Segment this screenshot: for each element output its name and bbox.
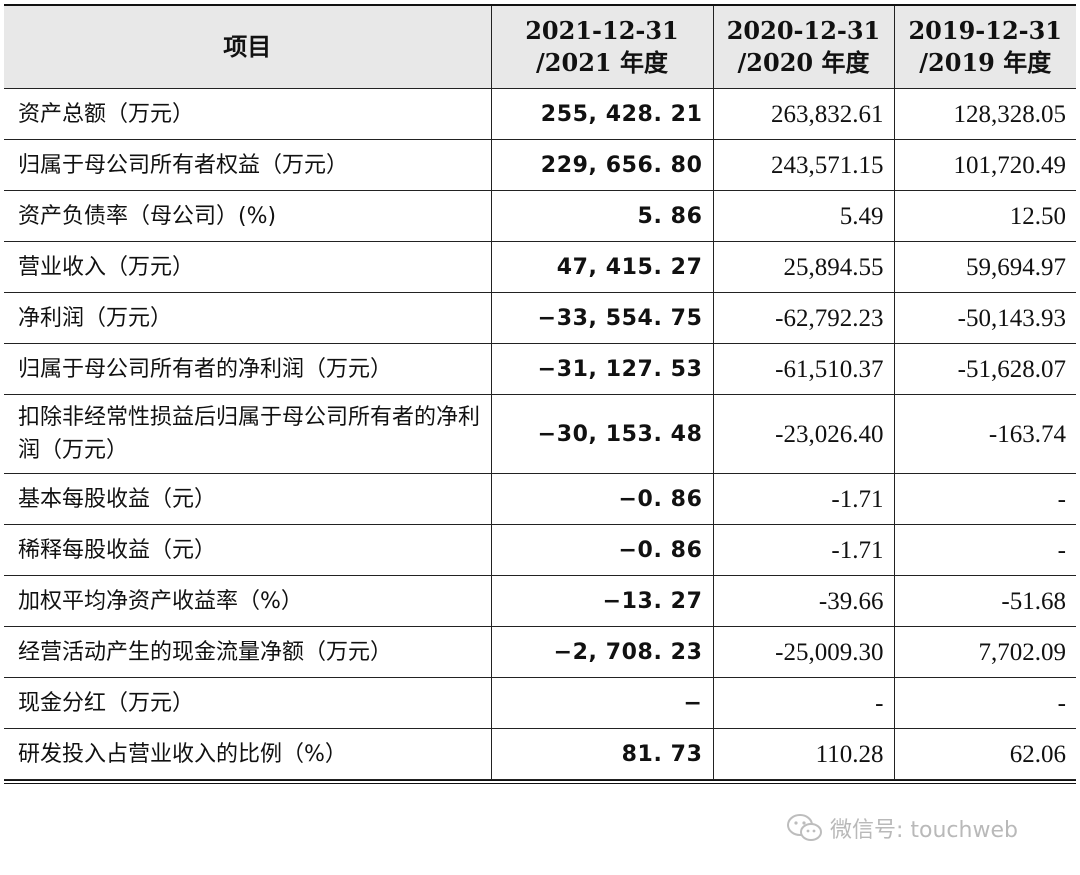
value-2019: -51.68 — [893, 575, 1076, 627]
table-row: 营业收入（万元） 47, 415. 27 25,894.55 59,694.97 — [4, 241, 1076, 293]
row-label: 净利润（万元） — [4, 292, 492, 344]
value-2019: - — [893, 524, 1076, 576]
table-row: 稀释每股收益（元） −0. 86 -1.71 - — [4, 524, 1076, 576]
value-2020: 263,832.61 — [712, 88, 895, 140]
value-2020: - — [712, 677, 895, 729]
value-2019: -51,628.07 — [893, 343, 1076, 395]
value-2019: -163.74 — [893, 394, 1076, 474]
value-2020: -23,026.40 — [712, 394, 895, 474]
value-2019: 62.06 — [893, 728, 1076, 780]
value-2020: -62,792.23 — [712, 292, 895, 344]
row-label: 资产总额（万元） — [4, 88, 492, 140]
row-label: 加权平均净资产收益率（%） — [4, 575, 492, 627]
wechat-watermark: 微信号: touchweb — [786, 810, 1018, 846]
table-row: 归属于母公司所有者的净利润（万元） −31, 127. 53 -61,510.3… — [4, 343, 1076, 395]
table-row: 净利润（万元） −33, 554. 75 -62,792.23 -50,143.… — [4, 292, 1076, 344]
value-2020: -61,510.37 — [712, 343, 895, 395]
value-2019: - — [893, 677, 1076, 729]
value-2019: 59,694.97 — [893, 241, 1076, 293]
value-2021: −13. 27 — [490, 575, 714, 627]
table-row: 归属于母公司所有者权益（万元） 229, 656. 80 243,571.15 … — [4, 139, 1076, 191]
value-2019: 101,720.49 — [893, 139, 1076, 191]
header-2021: 2021-12-31 /2021 年度 — [490, 6, 714, 89]
row-label: 经营活动产生的现金流量净额（万元） — [4, 626, 492, 678]
header-item: 项目 — [4, 6, 492, 89]
financial-data-table: 项目 2021-12-31 /2021 年度 2020-12-31 /2020 … — [4, 6, 1076, 780]
table-row: 现金分红（万元） − - - — [4, 677, 1076, 729]
table-header-row: 项目 2021-12-31 /2021 年度 2020-12-31 /2020 … — [4, 6, 1076, 89]
value-2019: 7,702.09 — [893, 626, 1076, 678]
financial-table-container: 项目 2021-12-31 /2021 年度 2020-12-31 /2020 … — [4, 4, 1076, 784]
row-label: 营业收入（万元） — [4, 241, 492, 293]
value-2021: 47, 415. 27 — [490, 241, 714, 293]
value-2019: -50,143.93 — [893, 292, 1076, 344]
value-2021: −0. 86 — [490, 524, 714, 576]
watermark-text: 微信号: touchweb — [830, 818, 1018, 843]
value-2020: 25,894.55 — [712, 241, 895, 293]
value-2021: −33, 554. 75 — [490, 292, 714, 344]
value-2021: −2, 708. 23 — [490, 626, 714, 678]
value-2020: -39.66 — [712, 575, 895, 627]
header-2020: 2020-12-31 /2020 年度 — [712, 6, 895, 89]
value-2021: 81. 73 — [490, 728, 714, 780]
row-label: 归属于母公司所有者的净利润（万元） — [4, 343, 492, 395]
value-2021: −31, 127. 53 — [490, 343, 714, 395]
value-2020: 243,571.15 — [712, 139, 895, 191]
value-2021: − — [490, 677, 714, 729]
table-row: 基本每股收益（元） −0. 86 -1.71 - — [4, 473, 1076, 525]
value-2019: 12.50 — [893, 190, 1076, 242]
table-row: 经营活动产生的现金流量净额（万元） −2, 708. 23 -25,009.30… — [4, 626, 1076, 678]
row-label: 基本每股收益（元） — [4, 473, 492, 525]
table-row: 资产负债率（母公司）(%) 5. 86 5.49 12.50 — [4, 190, 1076, 242]
row-label: 现金分红（万元） — [4, 677, 492, 729]
row-label: 资产负债率（母公司）(%) — [4, 190, 492, 242]
table-row: 研发投入占营业收入的比例（%） 81. 73 110.28 62.06 — [4, 728, 1076, 780]
table-row: 加权平均净资产收益率（%） −13. 27 -39.66 -51.68 — [4, 575, 1076, 627]
header-2019: 2019-12-31 /2019 年度 — [893, 6, 1076, 89]
value-2021: −30, 153. 48 — [490, 394, 714, 474]
value-2020: 5.49 — [712, 190, 895, 242]
wechat-icon — [787, 814, 822, 841]
value-2020: -25,009.30 — [712, 626, 895, 678]
value-2020: -1.71 — [712, 524, 895, 576]
value-2021: −0. 86 — [490, 473, 714, 525]
row-label: 稀释每股收益（元） — [4, 524, 492, 576]
row-label: 归属于母公司所有者权益（万元） — [4, 139, 492, 191]
value-2019: 128,328.05 — [893, 88, 1076, 140]
value-2019: - — [893, 473, 1076, 525]
value-2021: 5. 86 — [490, 190, 714, 242]
row-label: 研发投入占营业收入的比例（%） — [4, 728, 492, 780]
table-row: 资产总额（万元） 255, 428. 21 263,832.61 128,328… — [4, 88, 1076, 140]
value-2020: 110.28 — [712, 728, 895, 780]
value-2020: -1.71 — [712, 473, 895, 525]
table-row: 扣除非经常性损益后归属于母公司所有者的净利润（万元） −30, 153. 48 … — [4, 394, 1076, 474]
row-label: 扣除非经常性损益后归属于母公司所有者的净利润（万元） — [4, 394, 492, 474]
value-2021: 229, 656. 80 — [490, 139, 714, 191]
value-2021: 255, 428. 21 — [490, 88, 714, 140]
